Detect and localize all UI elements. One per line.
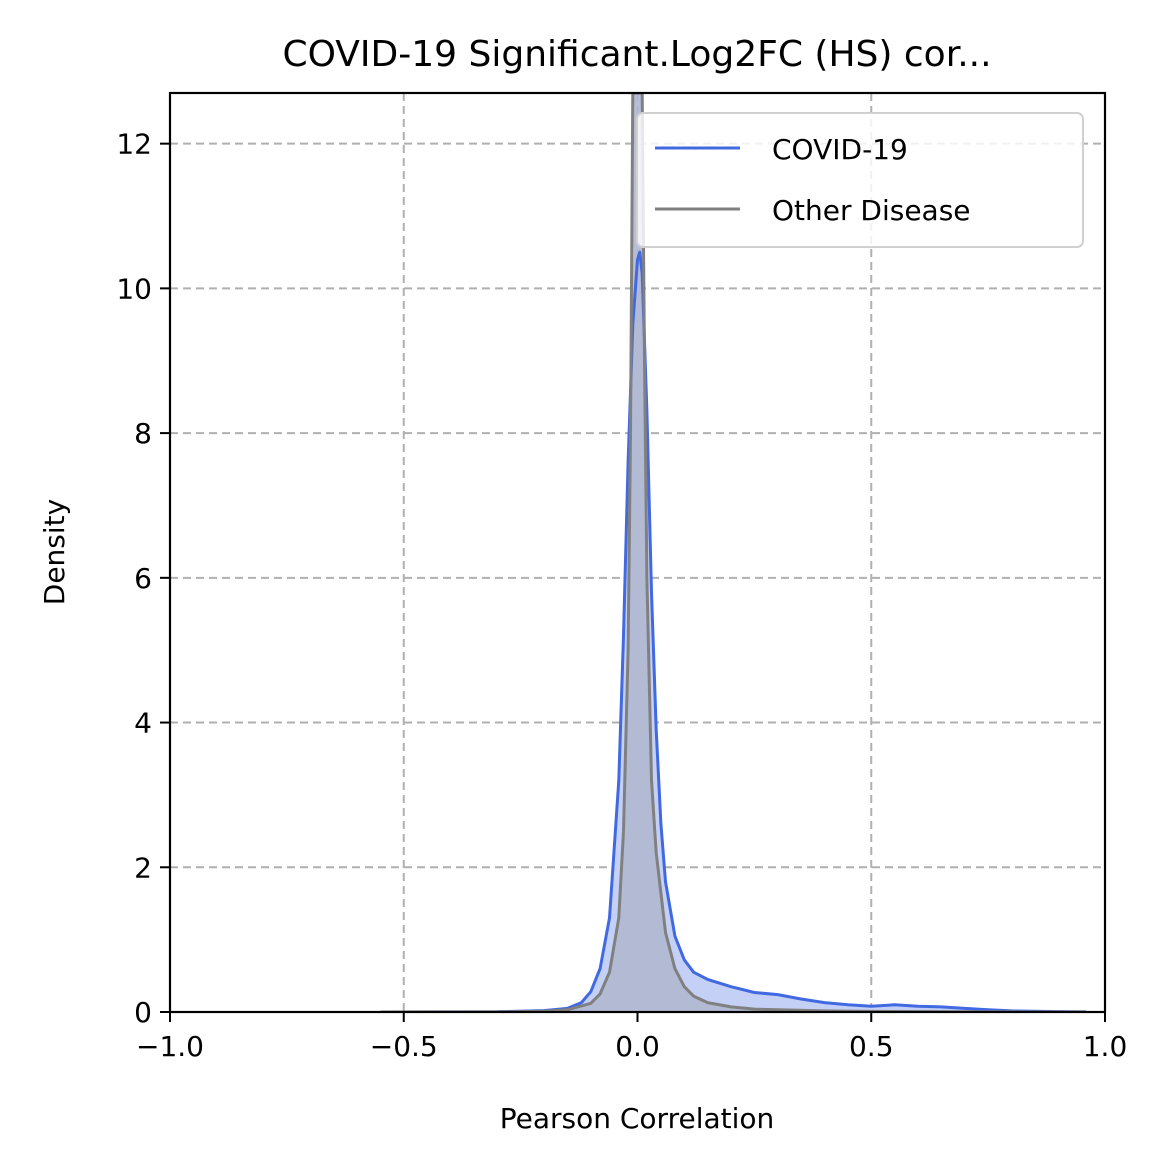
y-tick-label: 0 xyxy=(134,996,152,1029)
y-tick-label: 6 xyxy=(134,562,152,595)
x-tick-label: −1.0 xyxy=(136,1030,204,1063)
x-tick-label: 0.0 xyxy=(615,1030,660,1063)
y-tick-label: 12 xyxy=(116,128,152,161)
y-axis-label: Density xyxy=(38,499,71,605)
x-axis-ticks: −1.0 −0.5 0.0 0.5 1.0 xyxy=(136,1012,1127,1063)
legend-label-covid: COVID-19 xyxy=(772,133,908,166)
y-axis-ticks: 0 2 4 6 8 10 12 xyxy=(116,128,170,1029)
y-tick-label: 2 xyxy=(134,851,152,884)
x-axis-label: Pearson Correlation xyxy=(500,1102,775,1135)
density-line-covid xyxy=(380,250,1087,1012)
x-tick-label: −0.5 xyxy=(370,1030,438,1063)
y-tick-label: 10 xyxy=(116,272,152,305)
legend: COVID-19 Other Disease xyxy=(636,112,1084,248)
legend-box xyxy=(636,112,1084,248)
chart-title: COVID-19 Significant.Log2FC (HS) cor... xyxy=(282,34,991,75)
y-tick-label: 4 xyxy=(134,707,152,740)
legend-label-other-disease: Other Disease xyxy=(772,194,971,227)
x-tick-label: 1.0 xyxy=(1083,1030,1128,1063)
density-area-covid xyxy=(380,252,1087,1012)
x-tick-label: 0.5 xyxy=(849,1030,894,1063)
y-tick-label: 8 xyxy=(134,417,152,450)
